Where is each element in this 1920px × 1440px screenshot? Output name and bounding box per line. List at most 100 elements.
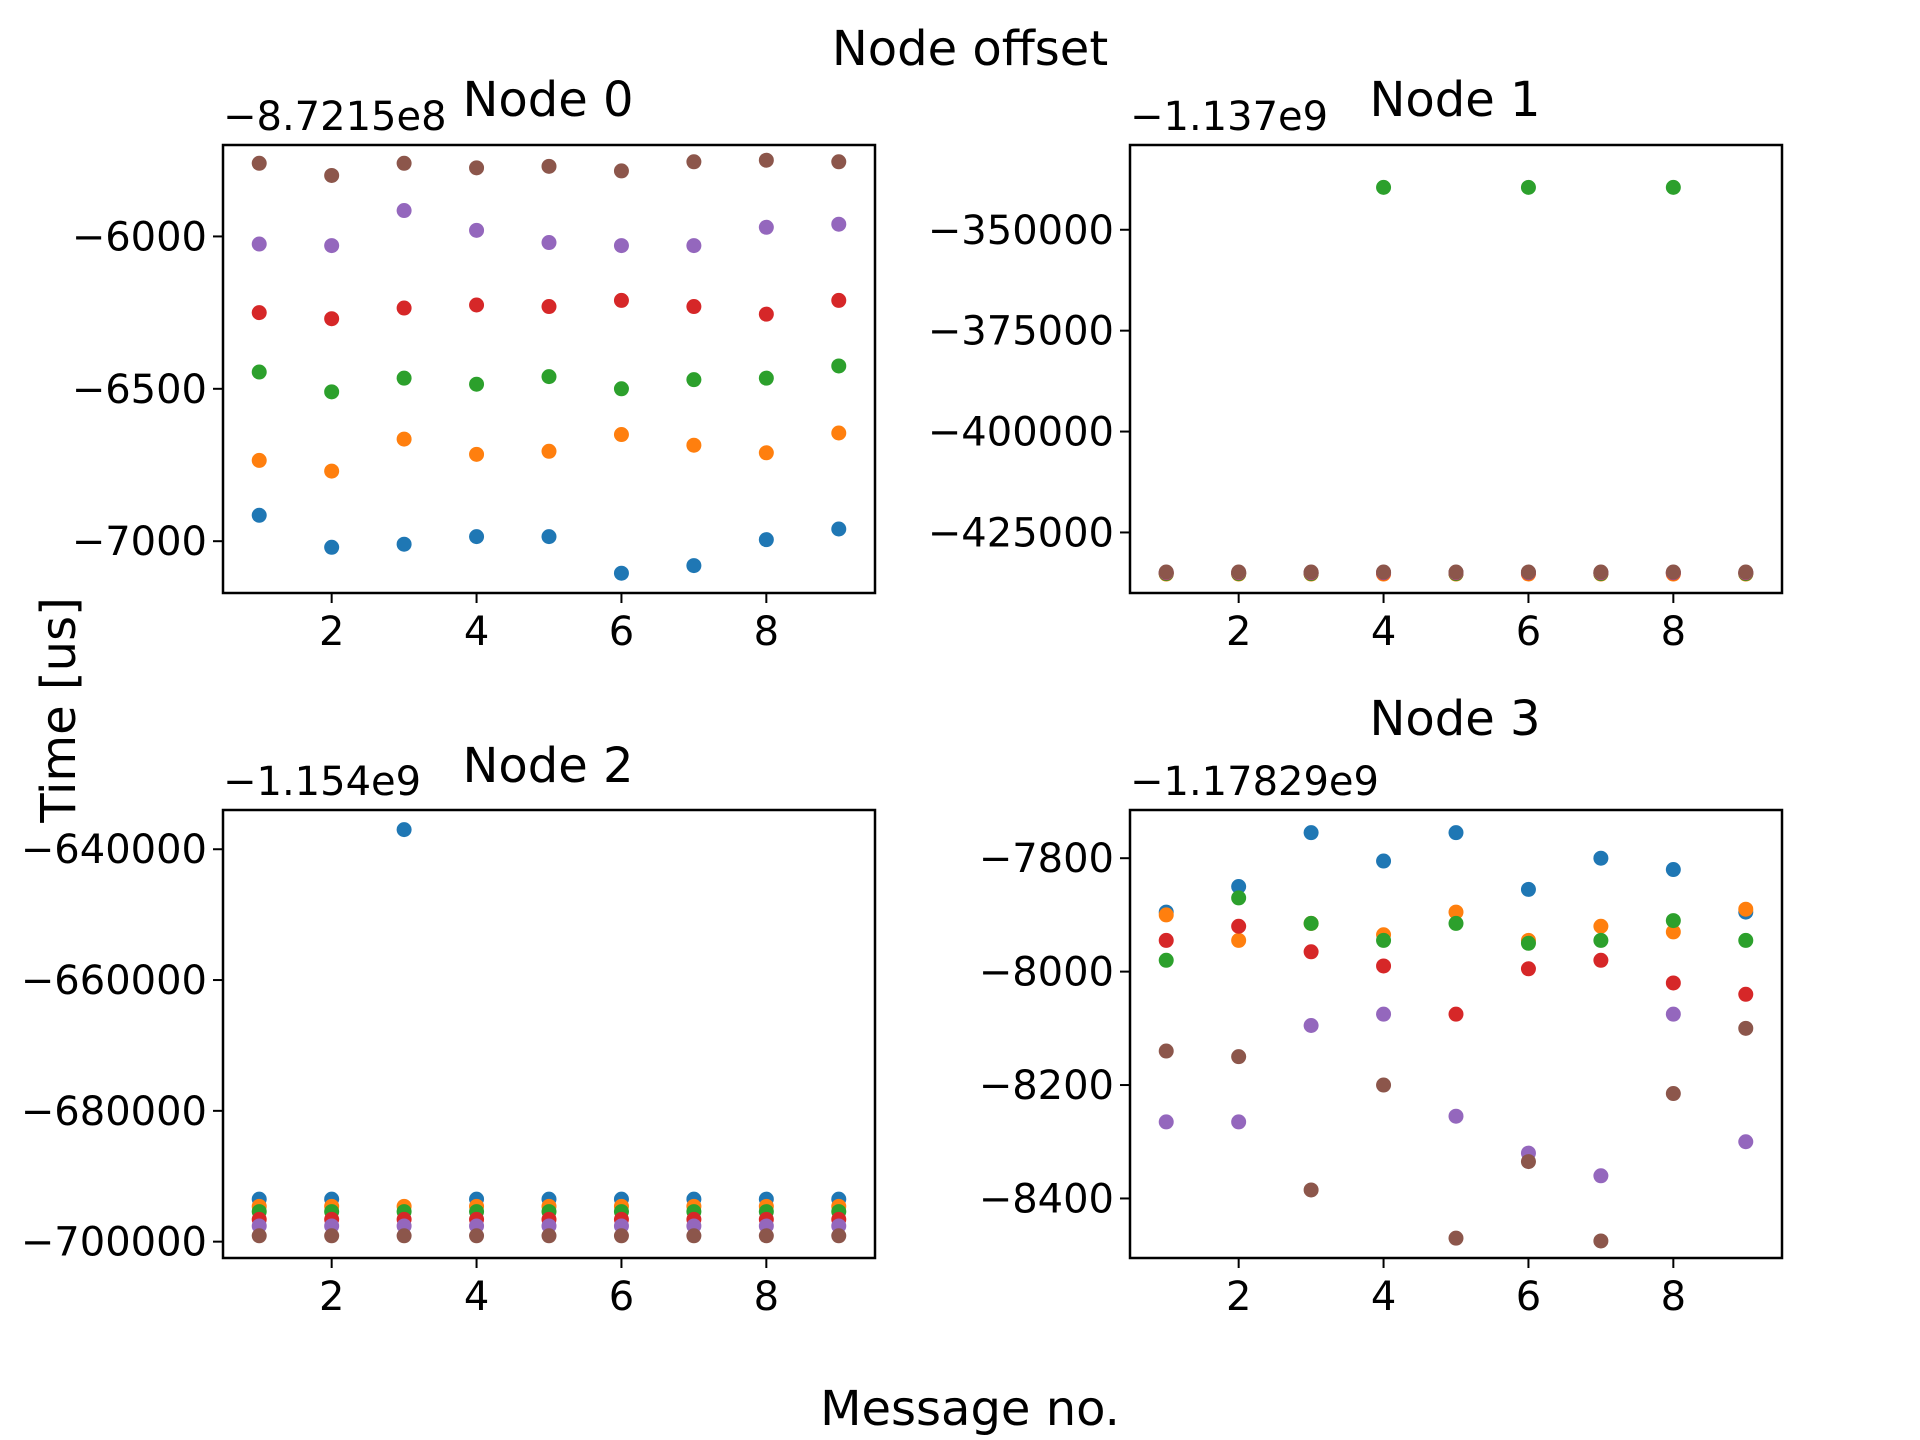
plot-frame bbox=[221, 143, 877, 595]
y-tick-label: −7800 bbox=[979, 836, 1114, 882]
data-point bbox=[1665, 924, 1681, 940]
data-point bbox=[469, 376, 485, 392]
x-tick-label: 2 bbox=[319, 1274, 344, 1320]
data-point bbox=[1158, 907, 1174, 923]
data-point bbox=[541, 529, 557, 545]
data-point bbox=[396, 300, 412, 316]
data-point bbox=[686, 372, 702, 388]
subplot-node-1: Node 1 −1.137e9 2 4 6 8 −425000 −400000 −37500… bbox=[928, 72, 1784, 655]
data-point bbox=[251, 507, 267, 523]
data-point bbox=[469, 529, 485, 545]
series-0 bbox=[251, 822, 847, 1207]
x-tick-label: 2 bbox=[1226, 1274, 1251, 1320]
offset-label: −1.17829e9 bbox=[1130, 759, 1379, 805]
y-tick-label: −375000 bbox=[928, 309, 1114, 355]
series-1 bbox=[251, 425, 847, 479]
x-tick-label: 8 bbox=[754, 1274, 779, 1320]
series-4 bbox=[251, 203, 847, 254]
data-point bbox=[613, 292, 629, 308]
y-tick-label: −680000 bbox=[21, 1089, 207, 1135]
data-point bbox=[1376, 958, 1392, 974]
data-point bbox=[1158, 1114, 1174, 1130]
figure-title: Node offset bbox=[832, 21, 1108, 77]
data-point bbox=[396, 431, 412, 447]
data-point bbox=[1303, 944, 1319, 960]
subplot-title: Node 0 bbox=[462, 72, 633, 128]
data-point bbox=[1520, 935, 1536, 951]
data-point bbox=[1303, 825, 1319, 841]
data-point bbox=[758, 219, 774, 235]
data-point bbox=[758, 152, 774, 168]
plot-frame bbox=[1128, 808, 1784, 1260]
x-tick-label: 6 bbox=[1516, 1274, 1541, 1320]
subplot-node-3: Node 3 −1.17829e9 2 4 6 8 −8400 −8200 −8000 −78… bbox=[979, 691, 1784, 1320]
y-tick-label: −8200 bbox=[979, 1063, 1114, 1109]
data-point bbox=[469, 1228, 485, 1244]
plot-frame bbox=[1128, 143, 1784, 595]
data-point bbox=[686, 1228, 702, 1244]
data-point bbox=[1520, 1154, 1536, 1170]
data-point bbox=[613, 381, 629, 397]
y-tick-label: −7000 bbox=[72, 519, 207, 565]
x-tick-label: 2 bbox=[1226, 609, 1251, 655]
subplot-title: Node 3 bbox=[1369, 691, 1540, 747]
data-point bbox=[251, 236, 267, 252]
data-point bbox=[831, 292, 847, 308]
y-tick-label: −6000 bbox=[72, 214, 207, 260]
data-point bbox=[1665, 913, 1681, 929]
data-point bbox=[1231, 564, 1247, 580]
data-point bbox=[686, 238, 702, 254]
series-5 bbox=[251, 1228, 847, 1244]
series-2 bbox=[1158, 890, 1754, 968]
x-tick-label: 4 bbox=[1371, 609, 1396, 655]
x-tick-label: 6 bbox=[609, 609, 634, 655]
y-tick-label: −400000 bbox=[928, 410, 1114, 456]
data-point bbox=[1158, 564, 1174, 580]
data-point bbox=[613, 1228, 629, 1244]
x-tick-label: 2 bbox=[319, 609, 344, 655]
data-point bbox=[251, 305, 267, 321]
data-point bbox=[541, 235, 557, 251]
plot-frame bbox=[221, 808, 877, 1260]
data-point bbox=[1303, 915, 1319, 931]
subplot-title: Node 2 bbox=[462, 738, 633, 794]
x-tick-label: 6 bbox=[1516, 609, 1541, 655]
data-point bbox=[1448, 825, 1464, 841]
x-tick-label: 4 bbox=[464, 1274, 489, 1320]
series-3 bbox=[1158, 918, 1754, 1022]
data-point bbox=[1376, 932, 1392, 948]
data-point bbox=[1593, 932, 1609, 948]
x-tick-label: 8 bbox=[754, 609, 779, 655]
data-point bbox=[324, 167, 340, 183]
data-point bbox=[1303, 1017, 1319, 1033]
data-point bbox=[1665, 862, 1681, 878]
data-point bbox=[1158, 932, 1174, 948]
data-point bbox=[1738, 564, 1754, 580]
data-point bbox=[324, 311, 340, 327]
data-point bbox=[541, 299, 557, 315]
series-5 bbox=[1158, 1020, 1754, 1249]
data-point bbox=[396, 203, 412, 219]
data-point bbox=[613, 238, 629, 254]
x-tick-label: 8 bbox=[1661, 609, 1686, 655]
data-point bbox=[251, 1228, 267, 1244]
data-point bbox=[1448, 904, 1464, 920]
data-point bbox=[1303, 1182, 1319, 1198]
data-point bbox=[1738, 901, 1754, 917]
data-point bbox=[324, 463, 340, 479]
data-point bbox=[831, 425, 847, 441]
y-tick-label: −8400 bbox=[979, 1176, 1114, 1222]
y-axis-label: Time [us] bbox=[31, 597, 87, 824]
data-point bbox=[831, 1228, 847, 1244]
data-point bbox=[1520, 179, 1536, 195]
data-point bbox=[1593, 850, 1609, 866]
data-point bbox=[541, 443, 557, 459]
data-point bbox=[1376, 179, 1392, 195]
data-point bbox=[831, 521, 847, 537]
y-tick-label: −350000 bbox=[928, 208, 1114, 254]
data-point bbox=[1231, 1114, 1247, 1130]
data-point bbox=[251, 364, 267, 380]
data-point bbox=[758, 532, 774, 548]
data-point bbox=[324, 384, 340, 400]
